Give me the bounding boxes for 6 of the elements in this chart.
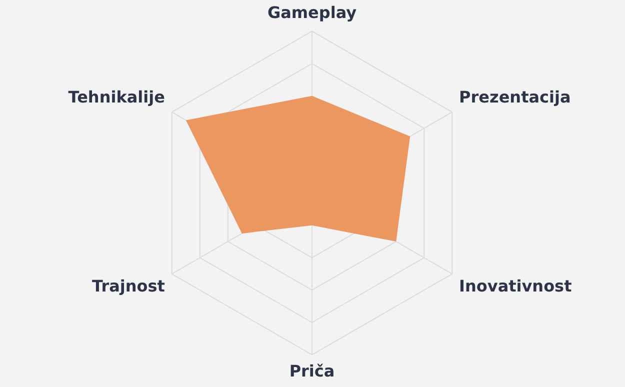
spoke-label: Prezentacija — [459, 88, 571, 107]
spoke-label: Priča — [289, 362, 335, 381]
spoke-label: Tehnikalije — [68, 88, 166, 107]
spoke-label: Gameplay — [267, 2, 358, 22]
spoke-label: Trajnost — [92, 276, 166, 296]
spoke-label: Inovativnost — [459, 276, 572, 296]
